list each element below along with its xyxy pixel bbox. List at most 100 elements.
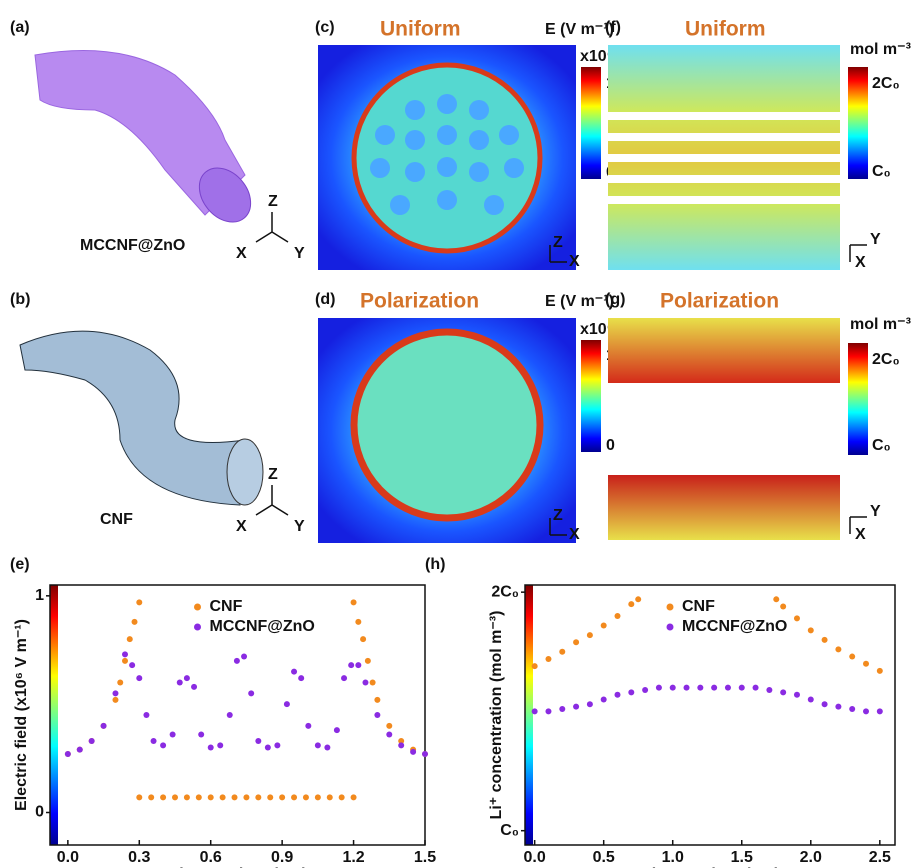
- colorbar-tick: 0: [606, 437, 615, 454]
- data-point: [410, 749, 416, 755]
- data-point: [143, 712, 149, 718]
- data-point: [267, 794, 273, 800]
- data-point: [559, 706, 565, 712]
- axis-letter: X: [569, 526, 580, 543]
- panel-title: Uniform: [380, 18, 461, 41]
- legend-label: MCCNF@ZnO: [682, 618, 787, 635]
- data-point: [255, 738, 261, 744]
- panel-title: Polarization: [360, 290, 479, 313]
- panel-label: (e): [10, 556, 30, 573]
- data-point: [587, 701, 593, 707]
- cnf-end: [227, 439, 263, 505]
- data-point: [849, 706, 855, 712]
- data-point: [89, 738, 95, 744]
- data-point: [327, 794, 333, 800]
- data-point: [184, 675, 190, 681]
- data-point: [248, 690, 254, 696]
- data-point: [794, 692, 800, 698]
- data-point: [101, 723, 107, 729]
- data-point: [196, 794, 202, 800]
- axis-letter: Z: [268, 193, 278, 210]
- data-point: [656, 685, 662, 691]
- x-tick-label: 1.5: [731, 849, 753, 866]
- data-point: [217, 742, 223, 748]
- colorbar-unit: E (V m⁻¹): [545, 293, 614, 310]
- data-point: [334, 727, 340, 733]
- data-point: [77, 747, 83, 753]
- colorbar-tick: C₀: [872, 163, 891, 180]
- data-point: [341, 675, 347, 681]
- panel-label: (d): [315, 291, 335, 308]
- x-tick-label: 0.9: [271, 849, 293, 866]
- data-point: [386, 723, 392, 729]
- axis-triad: Y X: [850, 231, 881, 271]
- colorbar-tick: C₀: [872, 437, 891, 454]
- data-point: [808, 627, 814, 633]
- data-point: [298, 675, 304, 681]
- legend-label: CNF: [682, 598, 715, 615]
- data-point: [360, 636, 366, 642]
- data-point: [545, 708, 551, 714]
- data-point: [773, 596, 779, 602]
- data-point: [587, 632, 593, 638]
- data-point: [822, 701, 828, 707]
- sample-name: CNF: [100, 511, 133, 528]
- legend-marker: [667, 624, 674, 631]
- data-point: [559, 649, 565, 655]
- data-point: [532, 708, 538, 714]
- data-point: [132, 619, 138, 625]
- data-point: [532, 663, 538, 669]
- data-point: [863, 661, 869, 667]
- data-point: [628, 601, 634, 607]
- cnf-tube: [20, 331, 245, 505]
- y-tick-label: 1: [35, 587, 44, 604]
- data-point: [615, 613, 621, 619]
- data-point: [573, 639, 579, 645]
- data-point: [198, 732, 204, 738]
- data-point: [315, 742, 321, 748]
- panel-label: (c): [315, 19, 335, 36]
- data-point: [184, 794, 190, 800]
- data-point: [573, 704, 579, 710]
- x-tick-label: 1.2: [342, 849, 364, 866]
- data-point: [65, 751, 71, 757]
- data-point: [112, 697, 118, 703]
- x-tick-label: 0.5: [593, 849, 615, 866]
- data-point: [351, 599, 357, 605]
- data-point: [766, 687, 772, 693]
- axis-letter: X: [236, 245, 247, 262]
- data-point: [362, 680, 368, 686]
- data-point: [835, 646, 841, 652]
- data-point: [753, 685, 759, 691]
- y-tick-label: 0: [35, 804, 44, 821]
- colorbar-axis: [525, 585, 533, 845]
- data-point: [739, 685, 745, 691]
- panel-title: Uniform: [685, 18, 766, 41]
- data-point: [241, 654, 247, 660]
- panel-label: (a): [10, 19, 30, 36]
- x-tick-label: 2.5: [869, 849, 891, 866]
- data-point: [177, 680, 183, 686]
- data-point: [697, 685, 703, 691]
- data-point: [127, 636, 133, 642]
- data-point: [243, 794, 249, 800]
- data-point: [365, 658, 371, 664]
- axis-letter: Z: [268, 466, 278, 483]
- data-point: [628, 689, 634, 695]
- colorbar-axis: [50, 585, 58, 845]
- y-axis-label: Electric field (x10⁶ V m⁻¹): [13, 619, 30, 811]
- x-tick-label: 1.5: [414, 849, 436, 866]
- panel-label: (h): [425, 556, 445, 573]
- data-point: [351, 794, 357, 800]
- y-tick-label: 2C₀: [491, 583, 519, 600]
- data-point: [877, 668, 883, 674]
- colorbar: [581, 340, 601, 452]
- data-point: [877, 708, 883, 714]
- data-point: [136, 794, 142, 800]
- colorbar: [848, 67, 868, 179]
- axis-letter: X: [855, 526, 866, 543]
- data-point: [324, 745, 330, 751]
- y-axis-label: Li⁺ concentration (mol m⁻³): [488, 611, 505, 820]
- data-point: [374, 697, 380, 703]
- colorbar-unit: mol m⁻³: [850, 41, 911, 58]
